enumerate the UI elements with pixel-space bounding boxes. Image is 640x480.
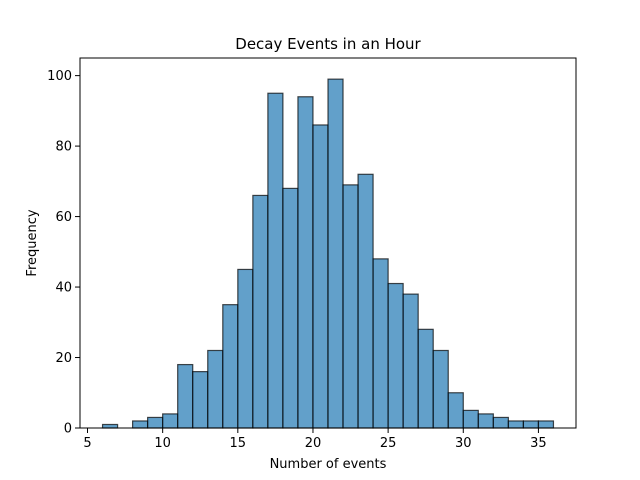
histogram-bar	[327, 78, 344, 429]
x-tick-label: 20	[305, 436, 322, 451]
histogram-bar	[507, 420, 524, 429]
histogram-bar	[537, 420, 555, 429]
plot-frame	[79, 57, 577, 429]
y-axis-ticks: 0 20 40 60 80 100	[47, 69, 80, 437]
x-tick-label: 10	[154, 436, 171, 451]
histogram-bar	[207, 349, 224, 429]
histogram-bar	[222, 304, 239, 429]
x-tick-label: 30	[455, 436, 472, 451]
y-tick-label: 100	[47, 69, 72, 84]
bars-group	[101, 78, 555, 429]
histogram-bar	[312, 124, 329, 429]
y-tick-label: 60	[55, 210, 72, 225]
y-tick-label: 40	[55, 281, 72, 296]
histogram-bar	[342, 184, 359, 429]
y-tick-label: 80	[55, 140, 72, 155]
x-tick-label: 25	[380, 436, 397, 451]
y-tick-label: 0	[64, 422, 72, 437]
histogram-bar	[432, 349, 449, 429]
y-tick-label: 20	[55, 351, 72, 366]
histogram-bar	[402, 293, 419, 429]
histogram-bar	[147, 416, 164, 429]
histogram-bar	[237, 268, 254, 429]
histogram-bar	[132, 420, 149, 429]
histogram-bar	[192, 371, 209, 429]
histogram-bar	[522, 420, 540, 429]
histogram-bar	[177, 363, 194, 429]
histogram-bar	[267, 92, 284, 429]
histogram-bar	[162, 413, 179, 429]
y-axis-label: Frequency	[25, 209, 40, 276]
histogram-bar	[477, 413, 494, 429]
histogram-bar	[252, 194, 269, 429]
histogram-bar	[462, 409, 479, 429]
histogram-bar	[372, 258, 389, 429]
histogram-bar	[387, 282, 404, 429]
histogram-bar	[282, 187, 299, 429]
x-tick-label: 5	[83, 436, 91, 451]
chart-title: Decay Events in an Hour	[235, 35, 421, 53]
histogram-bar	[101, 423, 119, 429]
histogram-bar	[297, 96, 314, 429]
x-tick-label: 15	[230, 436, 247, 451]
histogram-bar	[417, 328, 434, 429]
x-axis-ticks: 5 10 15 20 25 30 35	[83, 428, 547, 451]
histogram-bar	[447, 392, 464, 429]
x-tick-label: 35	[530, 436, 547, 451]
histogram-bar	[357, 173, 374, 429]
histogram-bar	[492, 416, 509, 429]
x-axis-label: Number of events	[270, 457, 387, 472]
